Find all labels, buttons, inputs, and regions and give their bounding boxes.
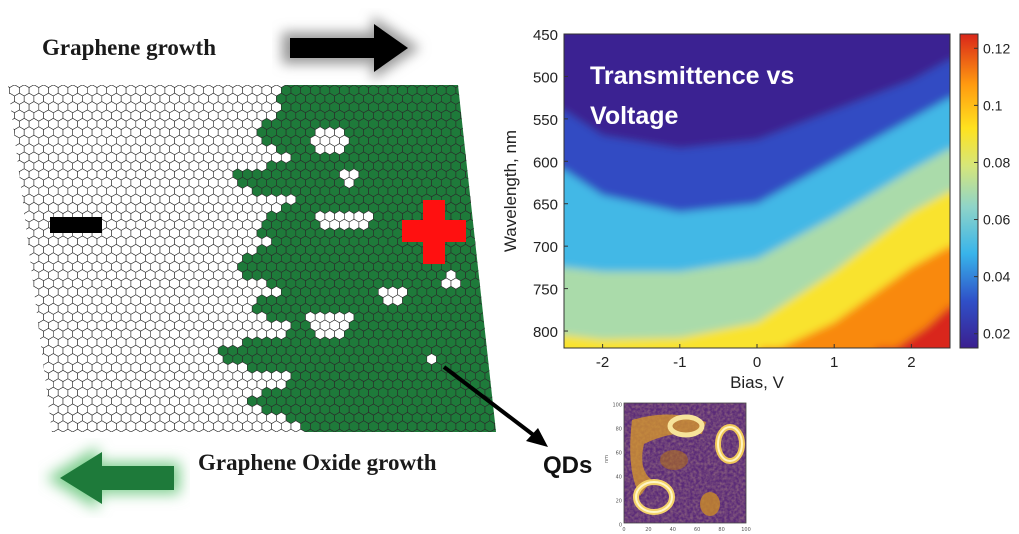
heatmap-band-0.1 — [760, 246, 950, 348]
y-tick-label: 450 — [533, 27, 558, 44]
colorbar — [959, 33, 979, 349]
qd-y-tick-label: 100 — [612, 403, 622, 409]
colorbar-tick-label: 0.04 — [983, 269, 1010, 285]
x-tick-label: 1 — [830, 354, 838, 371]
chart-title-line-2: Voltage — [590, 102, 679, 130]
y-tick-label: 800 — [533, 324, 558, 341]
hexagonal-lattice-diagram — [8, 85, 496, 432]
x-tick-label: -1 — [673, 354, 686, 371]
chart-title-line-1: Transmittence vs — [590, 62, 794, 90]
qd-x-tick-label: 80 — [718, 527, 724, 533]
y-tick-label: 650 — [533, 197, 558, 214]
colorbar-tick-label: 0.06 — [983, 212, 1010, 228]
colorbar-tick-label: 0.12 — [983, 40, 1010, 56]
y-tick-label: 550 — [533, 112, 558, 129]
qd-x-tick-label: 60 — [694, 527, 700, 533]
x-axis-label: Bias, V — [730, 373, 785, 392]
transmittance-heatmap-chart: Transmittence vs Voltage -2 -1 0 1 2 450 500 5… — [501, 27, 1010, 392]
colorbar-tick-label: 0.08 — [983, 154, 1010, 170]
colorbar-tick-label: 0.02 — [983, 326, 1010, 342]
plus-sign — [402, 200, 466, 264]
qd-x-tick-label: 0 — [622, 527, 625, 533]
graphene-oxide-growth-arrow — [38, 438, 190, 518]
x-tick-label: -2 — [596, 354, 609, 371]
qd-y-tick-label: 60 — [616, 451, 622, 457]
qd-axis-label: nm — [604, 455, 610, 463]
quantum-dots-afm-image: 0 20 40 60 80 100 100 80 60 40 20 0 nm — [604, 403, 751, 534]
colorbar-tick-label: 0.1 — [983, 97, 1003, 113]
qd-y-tick-label: 40 — [616, 475, 622, 481]
y-axis-label: Wavelength, nm — [501, 130, 520, 252]
qds-label: QDs — [543, 452, 593, 479]
minus-sign — [50, 217, 102, 233]
graphene-growth-label: Graphene growth — [42, 35, 216, 60]
qd-y-tick-label: 80 — [616, 427, 622, 433]
y-tick-label: 500 — [533, 69, 558, 86]
y-tick-label: 750 — [533, 282, 558, 299]
heatmap-band-0.12 — [875, 305, 950, 348]
qd-y-tick-label: 0 — [619, 523, 622, 529]
y-tick-label: 600 — [533, 154, 558, 171]
graphene-growth-arrow — [272, 8, 432, 86]
x-tick-label: 2 — [907, 354, 915, 371]
qd-x-tick-label: 40 — [670, 527, 676, 533]
qd-y-tick-label: 20 — [616, 499, 622, 505]
graphene-oxide-growth-label: Graphene Oxide growth — [198, 450, 437, 475]
x-tick-label: 0 — [753, 354, 761, 371]
y-tick-label: 700 — [533, 239, 558, 256]
qd-x-tick-label: 20 — [645, 527, 651, 533]
qd-x-tick-label: 100 — [741, 527, 751, 533]
graphene-lattice — [0, 80, 505, 435]
